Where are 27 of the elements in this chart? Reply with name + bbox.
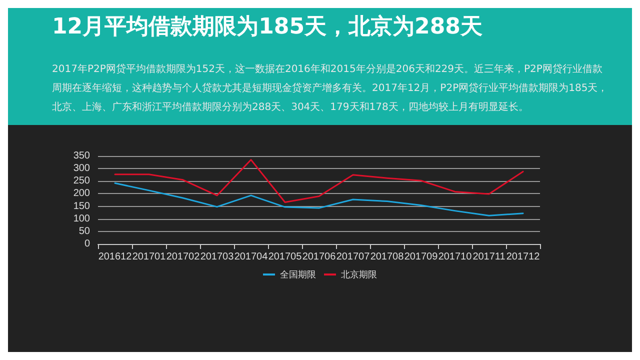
x-tick-label: 201708 (370, 252, 404, 262)
y-tick-label: 250 (73, 176, 90, 187)
line-series (114, 182, 524, 216)
y-tick-label: 150 (73, 200, 90, 212)
x-tick-label: 201711 (472, 252, 506, 262)
x-tick-label: 201703 (200, 252, 234, 262)
x-tick-label: 201706 (302, 252, 336, 262)
x-tick-label: 201612 (98, 252, 132, 262)
legend-label: 北京期限 (341, 270, 377, 280)
y-tick-label: 300 (73, 163, 90, 174)
y-tick-label: 0 (84, 238, 90, 250)
x-tick-label: 201705 (268, 252, 302, 262)
x-tick-label: 201710 (438, 252, 472, 262)
y-tick-label: 200 (73, 188, 90, 200)
y-tick-label: 50 (78, 226, 90, 237)
chart-title: 12月平均借款期限为185天，北京为288天 (52, 14, 482, 40)
x-tick-label: 201704 (234, 252, 268, 262)
line-series (114, 159, 524, 204)
x-tick-label: 201702 (166, 252, 200, 262)
x-tick-label: 201707 (336, 252, 370, 262)
x-tick-label: 201709 (404, 252, 438, 262)
x-tick-label: 201712 (506, 252, 540, 262)
x-tick-label: 201701 (132, 252, 166, 262)
y-tick-label: 100 (73, 213, 90, 224)
chart-subtitle: 2017年P2P网贷平均借款期限为152天，这一数据在2016年和2015年分别是206天和229天。近三年来，P2P网贷行业借款周期在逐年缩短，这种趋势与个人贷款尤其是短期现金贷资产增多有关。2017年12月，P2P网贷行业平均借款期限为185天，北京、上海、广东和浙江平均借款期限分别为288天、304天、179天和178天，四地均较上月有明显延长。 (52, 63, 608, 113)
legend-label: 全国期限 (280, 270, 316, 280)
y-tick-label: 350 (73, 150, 90, 162)
